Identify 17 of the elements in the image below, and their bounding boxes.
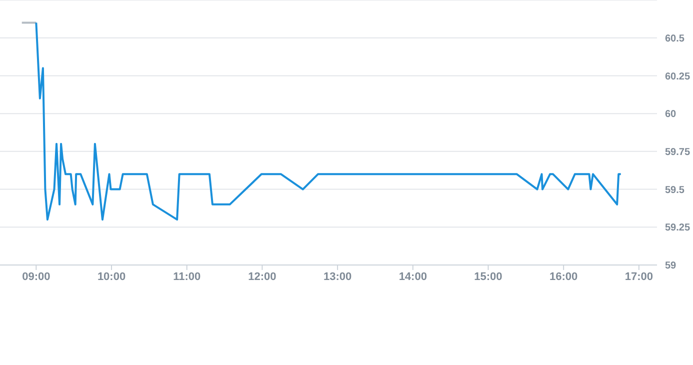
y-tick-label: 59.75	[665, 146, 690, 158]
y-tick-label: 60	[665, 109, 677, 120]
x-tick-label: 15:00	[474, 270, 502, 283]
x-tick-label: 17:00	[624, 270, 653, 283]
y-tick-label: 59.25	[665, 222, 690, 234]
x-tick-label: 12:00	[248, 270, 276, 283]
y-tick-label: 60.5	[665, 33, 685, 44]
x-tick-label: 09:00	[22, 270, 50, 283]
y-tick-label: 59	[665, 260, 677, 272]
x-tick-label: 14:00	[398, 270, 427, 283]
y-tick-label: 59.5	[665, 184, 685, 196]
x-tick-label: 13:00	[323, 270, 352, 283]
y-tick-label: 60.25	[665, 71, 690, 82]
x-tick-label: 10:00	[97, 270, 126, 283]
line-series	[35, 22, 622, 221]
x-tick-label: 11:00	[173, 270, 201, 283]
x-tick-label: 16:00	[550, 270, 578, 283]
